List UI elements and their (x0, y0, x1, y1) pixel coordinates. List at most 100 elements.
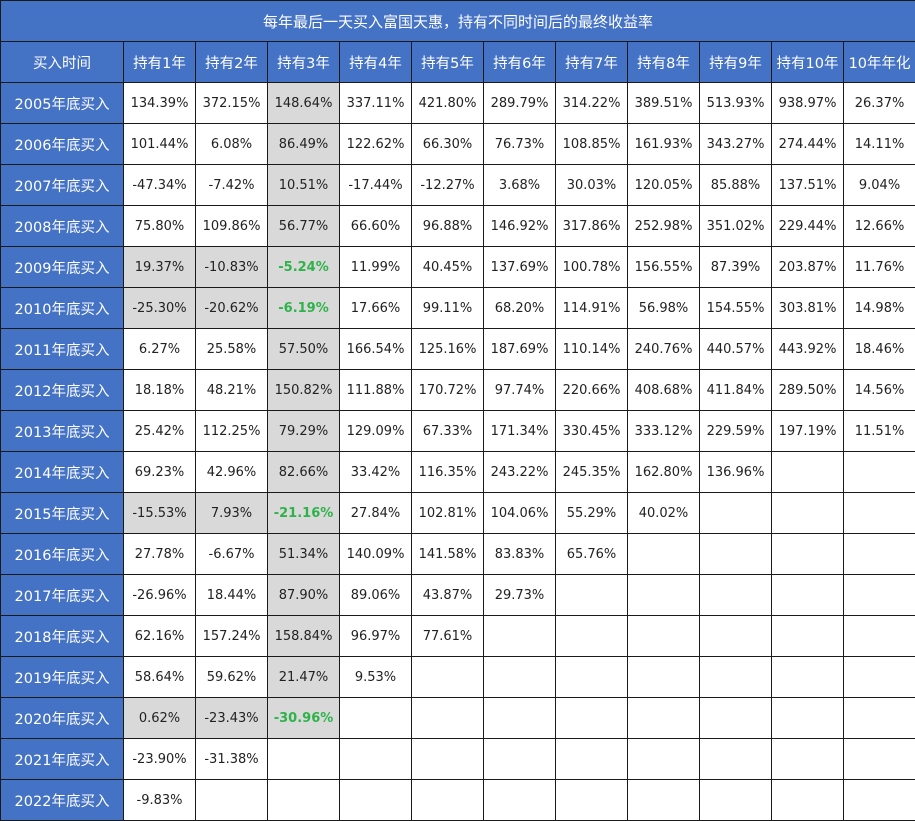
table-cell: 100.78% (555, 246, 628, 288)
table-cell: 59.62% (195, 656, 268, 698)
table-cell: 66.60% (339, 205, 412, 247)
table-cell (842, 738, 915, 780)
table-cell (627, 574, 700, 616)
table-cell (339, 738, 412, 780)
header-row: 买入时间 持有1年 持有2年 持有3年 持有4年 持有5年 持有6年 持有7年 持有8年 持有9年… (0, 41, 915, 83)
table-cell: 120.05% (627, 164, 700, 206)
row-label: 2022年底买入 (0, 779, 124, 821)
table-cell: 25.58% (195, 328, 268, 370)
row-label: 2015年底买入 (0, 492, 124, 534)
table-cell: 303.81% (771, 287, 844, 329)
row-label: 2007年底买入 (0, 164, 124, 206)
table-cell: 12.66% (842, 205, 915, 247)
table-row: 2020年底买入 0.62% -23.43% -30.96% (0, 697, 915, 739)
table-cell (411, 656, 484, 698)
table-cell (842, 492, 915, 534)
table-cell: 0.62% (123, 697, 196, 739)
table-cell: 43.87% (411, 574, 484, 616)
table-row: 2022年底买入 -9.83% (0, 779, 915, 821)
column-header: 持有7年 (555, 41, 628, 83)
table-cell: -7.42% (195, 164, 268, 206)
table-cell (771, 574, 844, 616)
table-row: 2015年底买入 -15.53% 7.93% -21.16% 27.84% 102.81%… (0, 492, 915, 534)
table-cell (771, 656, 844, 698)
table-cell: 77.61% (411, 615, 484, 657)
table-cell: 938.97% (771, 82, 844, 124)
table-cell: 220.66% (555, 369, 628, 411)
table-cell: 17.66% (339, 287, 412, 329)
table-row: 2011年底买入 6.27% 25.58% 57.50% 166.54% 125.16% 1… (0, 328, 915, 370)
table-cell: 240.76% (627, 328, 700, 370)
table-row: 2010年底买入 -25.30% -20.62% -6.19% 17.66% 99.11%… (0, 287, 915, 329)
table-cell (842, 451, 915, 493)
table-cell: -23.43% (195, 697, 268, 739)
row-label: 2014年底买入 (0, 451, 124, 493)
column-header: 持有9年 (699, 41, 772, 83)
table-cell (555, 738, 628, 780)
table-cell: -47.34% (123, 164, 196, 206)
table-cell (627, 656, 700, 698)
table-cell: 86.49% (267, 123, 340, 165)
row-label: 2012年底买入 (0, 369, 124, 411)
table-cell: -31.38% (195, 738, 268, 780)
table-cell (483, 697, 556, 739)
table-cell: 18.46% (842, 328, 915, 370)
table-cell: 87.39% (699, 246, 772, 288)
table-cell (771, 451, 844, 493)
table-cell: 122.62% (339, 123, 412, 165)
table-cell: 243.22% (483, 451, 556, 493)
table-cell: -17.44% (339, 164, 412, 206)
table-cell (699, 697, 772, 739)
table-cell: 25.42% (123, 410, 196, 452)
row-label: 2021年底买入 (0, 738, 124, 780)
table-cell (699, 533, 772, 575)
table-cell: 99.11% (411, 287, 484, 329)
table-cell: 96.88% (411, 205, 484, 247)
table-cell (267, 738, 340, 780)
table-cell: 134.39% (123, 82, 196, 124)
table-row: 2005年底买入 134.39% 372.15% 148.64% 337.11% 421.… (0, 82, 915, 124)
table-cell (411, 779, 484, 821)
table-cell: 411.84% (699, 369, 772, 411)
table-cell: -5.24% (267, 246, 340, 288)
table-cell: 26.37% (842, 82, 915, 124)
table-cell: 109.86% (195, 205, 268, 247)
table-cell (842, 697, 915, 739)
table-cell: 79.29% (267, 410, 340, 452)
table-cell: 14.56% (842, 369, 915, 411)
column-header: 持有2年 (195, 41, 268, 83)
row-label: 2006年底买入 (0, 123, 124, 165)
table-cell (771, 779, 844, 821)
table-cell: -20.62% (195, 287, 268, 329)
column-header: 买入时间 (0, 41, 124, 83)
table-cell (555, 615, 628, 657)
table-cell: 333.12% (627, 410, 700, 452)
table-cell: 125.16% (411, 328, 484, 370)
table-cell: 33.42% (339, 451, 412, 493)
table-cell: 141.58% (411, 533, 484, 575)
table-cell: 69.23% (123, 451, 196, 493)
table-row: 2006年底买入 101.44% 6.08% 86.49% 122.62% 66.30% 7… (0, 123, 915, 165)
table-cell: 29.73% (483, 574, 556, 616)
table-row: 2008年底买入 75.80% 109.86% 56.77% 66.60% 96.88% 1… (0, 205, 915, 247)
table-cell: 21.47% (267, 656, 340, 698)
table-cell: 203.87% (771, 246, 844, 288)
table-cell: 18.18% (123, 369, 196, 411)
table-cell: 3.68% (483, 164, 556, 206)
table-cell: 96.97% (339, 615, 412, 657)
table-cell: 229.44% (771, 205, 844, 247)
table-cell: -30.96% (267, 697, 340, 739)
table-cell: 289.50% (771, 369, 844, 411)
table-cell: 137.69% (483, 246, 556, 288)
table-cell (555, 779, 628, 821)
table-cell: -6.67% (195, 533, 268, 575)
table-cell: 56.77% (267, 205, 340, 247)
table-cell: 51.34% (267, 533, 340, 575)
column-header: 持有3年 (267, 41, 340, 83)
row-label: 2019年底买入 (0, 656, 124, 698)
table-cell (842, 779, 915, 821)
table-cell: 136.96% (699, 451, 772, 493)
table-cell: 30.03% (555, 164, 628, 206)
table-cell: 421.80% (411, 82, 484, 124)
